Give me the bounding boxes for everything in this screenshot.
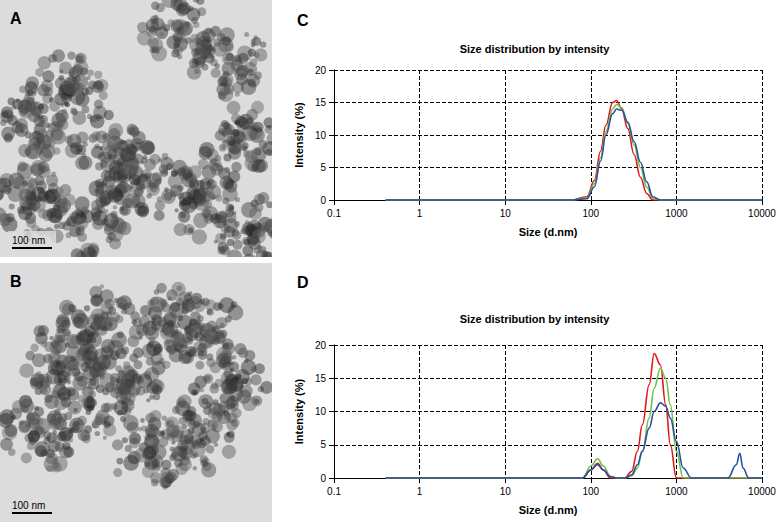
svg-text:100 nm: 100 nm: [12, 500, 45, 511]
svg-text:A: A: [10, 10, 22, 27]
svg-text:C: C: [297, 12, 309, 29]
svg-text:0: 0: [320, 195, 326, 206]
svg-text:10: 10: [315, 406, 327, 417]
svg-text:Size (d.nm): Size (d.nm): [519, 226, 578, 238]
svg-text:10000: 10000: [748, 208, 776, 219]
svg-text:1: 1: [417, 486, 423, 497]
svg-text:Size (d.nm): Size (d.nm): [519, 504, 578, 516]
svg-text:Intensity (%): Intensity (%): [293, 102, 305, 168]
svg-text:100 nm: 100 nm: [12, 235, 45, 246]
svg-text:10: 10: [315, 130, 327, 141]
svg-text:0.1: 0.1: [327, 208, 341, 219]
svg-text:D: D: [297, 274, 309, 291]
svg-text:10: 10: [500, 208, 512, 219]
svg-text:20: 20: [315, 65, 327, 76]
svg-text:20: 20: [315, 340, 327, 351]
svg-text:Intensity (%): Intensity (%): [293, 378, 305, 444]
svg-text:1000: 1000: [665, 486, 688, 497]
svg-text:5: 5: [320, 439, 326, 450]
svg-text:10: 10: [500, 486, 512, 497]
svg-text:100: 100: [582, 486, 599, 497]
svg-text:1000: 1000: [665, 208, 688, 219]
svg-text:15: 15: [315, 97, 327, 108]
svg-text:1: 1: [417, 208, 423, 219]
svg-text:5: 5: [320, 162, 326, 173]
svg-text:Size distribution by intensity: Size distribution by intensity: [460, 43, 611, 55]
svg-text:0.1: 0.1: [327, 486, 341, 497]
svg-text:15: 15: [315, 373, 327, 384]
svg-text:0: 0: [320, 473, 326, 484]
svg-text:B: B: [10, 273, 22, 290]
svg-text:100: 100: [582, 208, 599, 219]
svg-text:10000: 10000: [748, 486, 776, 497]
svg-text:Size distribution by intensity: Size distribution by intensity: [460, 313, 611, 325]
